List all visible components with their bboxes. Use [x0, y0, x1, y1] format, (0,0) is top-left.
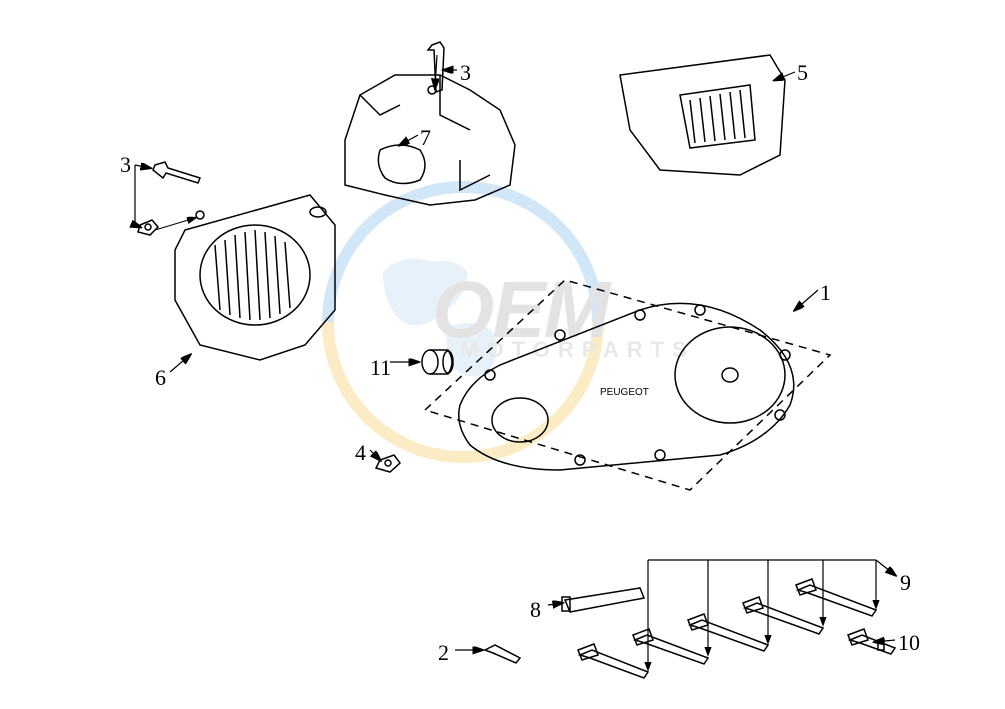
label-1: 1: [820, 280, 831, 306]
part-bolt-10: [848, 629, 895, 654]
part-nut-4: [376, 455, 400, 472]
parts-diagram: OEM MOTORPARTS: [0, 0, 1005, 709]
part-screw-2: [485, 645, 520, 663]
part-transmission-cover: PEUGEOT: [425, 280, 830, 490]
label-2: 2: [438, 640, 449, 666]
parts-svg-layer: PEUGEOT: [0, 0, 1005, 709]
svg-text:PEUGEOT: PEUGEOT: [600, 387, 649, 398]
label-10: 10: [898, 630, 920, 656]
label-3a: 3: [120, 152, 131, 178]
part-bolts-group: [578, 579, 876, 678]
label-8: 8: [530, 597, 541, 623]
label-4: 4: [355, 440, 366, 466]
part-nut-3: [138, 220, 158, 235]
label-11: 11: [370, 355, 391, 381]
label-6: 6: [155, 365, 166, 391]
part-screw-3a: [153, 162, 200, 183]
label-9: 9: [900, 570, 911, 596]
label-5: 5: [797, 60, 808, 86]
label-7: 7: [420, 125, 431, 151]
part-fan-cover: [175, 195, 335, 360]
part-dowel: [422, 350, 453, 374]
part-cylinder-cowl-rear: [620, 55, 785, 175]
label-3b: 3: [460, 60, 471, 86]
part-kickstart-rubber: [562, 588, 644, 612]
